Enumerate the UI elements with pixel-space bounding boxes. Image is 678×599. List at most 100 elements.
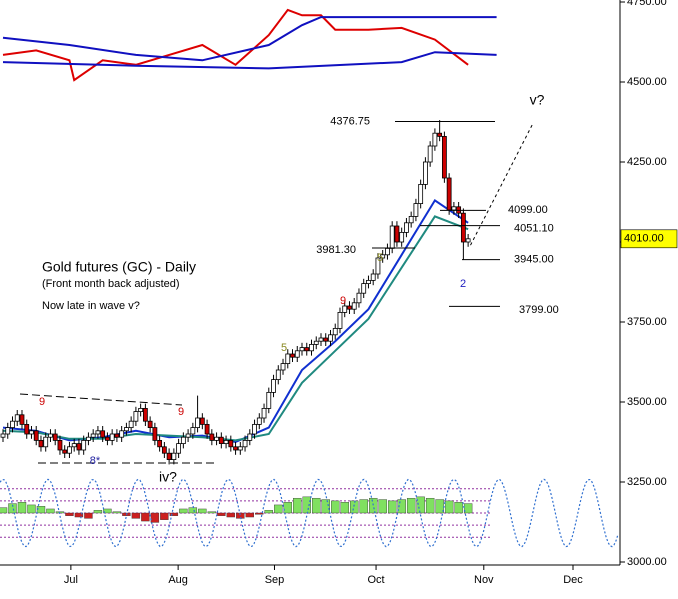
candle-body — [356, 292, 362, 304]
candle-body — [304, 347, 310, 352]
candle-body — [313, 340, 319, 345]
oscillator-bar — [179, 508, 188, 514]
candle-body — [71, 443, 77, 448]
last-price-box — [620, 229, 678, 249]
y-tick-label: 4250.00 — [627, 156, 667, 168]
oscillator-bar — [274, 504, 283, 514]
oscillator-bar — [397, 499, 406, 514]
candle-body — [432, 132, 438, 147]
level-label: 4051.10 — [514, 223, 554, 235]
candle-body — [337, 311, 343, 329]
candle-body — [171, 452, 177, 461]
oscillator-bar — [93, 510, 103, 514]
candle-body — [465, 238, 471, 243]
candle-body — [14, 414, 20, 422]
candle-body — [423, 161, 428, 185]
candle-body — [228, 439, 234, 448]
oscillator-bar — [46, 508, 55, 514]
candle-body — [271, 379, 276, 393]
oscillator-bar — [425, 497, 435, 514]
candle-body — [328, 334, 333, 342]
oscillator-bar — [141, 512, 150, 522]
candle-body — [24, 423, 30, 435]
y-tick-label: 3750.00 — [627, 316, 667, 328]
y-tick-label: 3500.00 — [627, 396, 667, 408]
annotation: 5 — [281, 342, 287, 354]
annotation: 8* — [90, 455, 101, 467]
oscillator-bar — [444, 500, 454, 514]
x-tick-label: Oct — [367, 574, 384, 586]
candle-body — [0, 433, 6, 438]
y-tick-label: 3000.00 — [627, 556, 667, 568]
indicator-line — [2, 16, 497, 62]
oscillator-bar — [207, 511, 217, 514]
oscillator-bar — [169, 512, 179, 516]
candle-body — [5, 427, 11, 435]
oscillator-bar — [463, 503, 473, 514]
candle-body — [95, 430, 101, 435]
candle-body — [361, 283, 367, 294]
candle-body — [138, 407, 144, 412]
candle-body — [247, 433, 253, 441]
candle-body — [57, 439, 63, 451]
trend-line — [19, 393, 183, 406]
level-label: 3945.00 — [514, 254, 554, 266]
candle-body — [199, 417, 205, 425]
candle-body — [299, 347, 305, 352]
level-label: 4376.75 — [330, 115, 370, 127]
candle-body — [114, 433, 120, 438]
candle-body — [142, 407, 148, 422]
candle-body — [133, 411, 139, 422]
candle-body — [380, 254, 386, 259]
candle-body — [119, 430, 125, 438]
oscillator-bar — [293, 497, 302, 514]
candle-body — [218, 436, 224, 445]
candle-body — [90, 433, 96, 438]
oscillator-bar — [84, 512, 93, 519]
y-tick-label: 4750.00 — [627, 0, 667, 8]
candle-body — [214, 436, 219, 441]
candle-body — [332, 327, 338, 336]
oscillator-bar — [17, 502, 27, 514]
oscillator-bar — [131, 512, 141, 519]
annotation: v? — [530, 92, 545, 108]
candle-body — [389, 225, 395, 249]
oscillator-bar — [55, 511, 65, 514]
candle-body — [223, 439, 229, 444]
candle-body — [62, 449, 68, 454]
oscillator-bar — [65, 512, 74, 516]
candle-body — [285, 353, 291, 364]
oscillator-bar — [454, 502, 463, 514]
candle-body — [256, 417, 262, 425]
candle-body — [190, 427, 196, 435]
oscillator-bar — [112, 511, 122, 514]
candle-body — [233, 446, 238, 451]
oscillator-bar — [350, 500, 359, 514]
candle-body — [385, 247, 390, 256]
annotation: 9 — [39, 396, 45, 408]
candle-body — [38, 439, 44, 448]
oscillator-bar — [103, 508, 112, 514]
candle-body — [176, 443, 182, 454]
oscillator-bar — [188, 507, 198, 514]
candle-body — [180, 436, 186, 445]
oscillator-bar — [255, 512, 264, 515]
candle-body — [86, 436, 91, 441]
candle-body — [323, 337, 329, 342]
candle-body — [33, 430, 39, 441]
annotation: 9 — [340, 295, 346, 307]
x-tick-label: Jul — [64, 574, 78, 586]
candle-body — [124, 427, 129, 432]
candle-body — [161, 446, 167, 454]
oscillator-bar — [226, 512, 236, 518]
candle-body — [261, 407, 267, 419]
candle-body — [394, 225, 400, 243]
candle-body — [105, 436, 110, 441]
oscillator-bar — [198, 508, 207, 514]
candle-body — [266, 391, 272, 409]
candle-body — [342, 305, 348, 313]
oscillator-bar — [8, 503, 17, 514]
oscillator-bar — [312, 497, 321, 514]
candle-body — [252, 423, 257, 435]
